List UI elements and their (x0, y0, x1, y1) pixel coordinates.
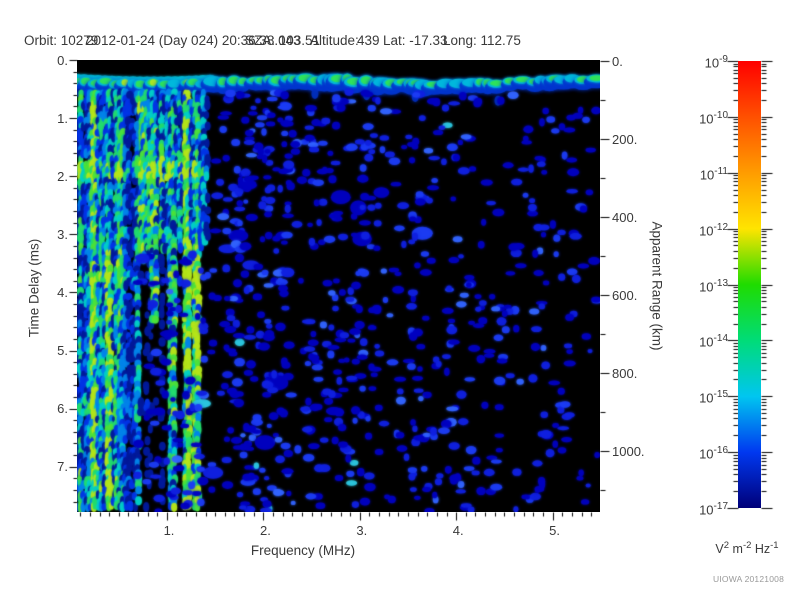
time-delay-tick-1: 1. (57, 110, 68, 126)
time-delay-tick-6: 6. (57, 401, 68, 417)
apparent-range-tick-5: 1000. (612, 443, 645, 459)
colorbar-label-1e-11: 10-11 (699, 165, 728, 183)
colorbar-label-1e-12: 10-12 (699, 221, 728, 238)
time-delay-tick-7: 7. (57, 459, 68, 475)
header-orbit: Orbit: 10279 (24, 33, 99, 48)
time-delay-tick-0: 0. (57, 52, 68, 68)
time-delay-tick-3: 3. (57, 226, 68, 242)
colorbar-label-1e-15: 10-15 (699, 389, 728, 406)
header-sza: SZA: 103.51 (245, 33, 321, 48)
header-long: Long: 112.75 (443, 33, 521, 48)
colorbar-label-1e-9: 10-9 (704, 54, 728, 71)
frequency-tick-1: 1. (163, 523, 175, 538)
frequency-tick-2: 2. (259, 523, 271, 538)
colorbar-label-1e-14: 10-14 (699, 333, 728, 350)
credit-text: UIOWA 20121008 (713, 574, 784, 584)
colorbar-label-1e-13: 10-13 (699, 277, 728, 294)
frequency-tick-3: 3. (356, 523, 368, 538)
y-axis-label-apparent-range: Apparent Range (km) (649, 221, 665, 351)
colorbar-label-1e-16: 10-16 (699, 445, 728, 462)
header-altitude-label: Altitude: (310, 33, 359, 48)
frequency-tick-4: 4. (452, 523, 464, 538)
apparent-range-tick-2: 400. (612, 209, 638, 225)
frequency-tick-5: 5. (549, 523, 561, 538)
colorbar-label-1e-10: 10-10 (699, 109, 728, 127)
x-axis-label-frequency: Frequency (MHz) (250, 543, 356, 558)
apparent-range-tick-3: 600. (612, 287, 638, 303)
header-altitude-value: 439 (357, 33, 380, 48)
apparent-range-tick-4: 800. (612, 365, 638, 381)
ionogram-spectrogram (77, 60, 600, 512)
header-datetime: 2012-01-24 (Day 024) 20:36:38.043 (86, 33, 301, 48)
apparent-range-tick-1: 200. (612, 131, 638, 147)
colorbar-unit-label: V2 m-2 Hz-1 (715, 540, 779, 557)
time-delay-tick-5: 5. (57, 343, 68, 358)
intensity-colorbar (738, 61, 761, 508)
header-lat: Lat: -17.33 (383, 33, 448, 48)
time-delay-tick-2: 2. (57, 168, 68, 184)
time-delay-tick-4: 4. (57, 284, 68, 300)
colorbar-label-1e-17: 10-17 (699, 501, 728, 518)
apparent-range-tick-0: 0. (612, 53, 623, 69)
